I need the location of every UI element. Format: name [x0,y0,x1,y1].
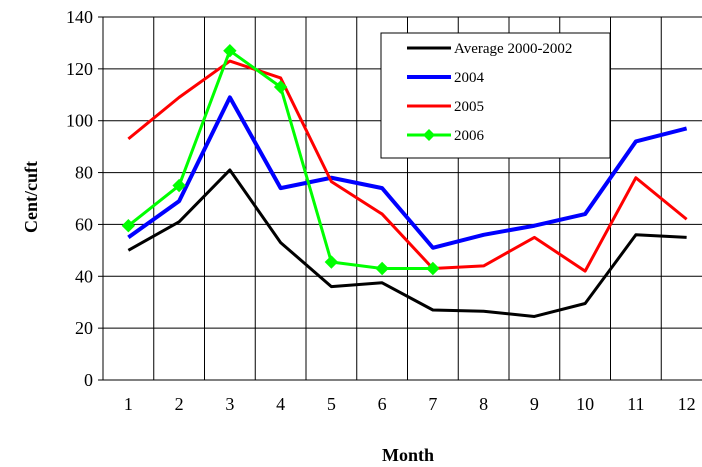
x-tick-label: 6 [378,394,387,414]
y-axis-title: Cent/cuft [21,161,41,233]
x-tick-labels: 1 2 3 4 5 6 7 8 9 10 11 12 [124,394,696,414]
legend-box [380,32,611,159]
data-point-2006 [426,261,440,276]
legend-label-2006: 2006 [454,128,485,144]
series-lines [121,44,688,318]
series-line-2005 [127,59,688,273]
x-tick-label: 9 [530,394,539,414]
y-tick-label: 120 [66,59,93,79]
x-tick-label: 7 [428,394,437,414]
x-tick-label: 8 [479,394,488,414]
x-tick-label: 2 [175,394,184,414]
data-point-2006 [273,80,288,94]
x-tick-label: 12 [678,394,696,414]
data-point-2006 [172,178,186,193]
legend-label-2005: 2005 [454,99,484,115]
y-tick-label: 20 [75,318,93,338]
x-axis-title: Month [382,445,434,465]
x-tick-label: 10 [576,394,594,414]
series-line-2004 [127,95,688,250]
x-tick-label: 11 [627,394,644,414]
y-tick-label: 40 [75,266,93,286]
data-point-2006 [324,255,339,269]
series-line-average-2000-2002 [127,168,687,318]
legend: Average 2000-2002 2004 2005 2006 [380,32,611,159]
x-tick-label: 5 [327,394,336,414]
y-tick-labels: 0 20 40 60 80 100 120 140 [66,7,93,390]
data-point-2006 [375,261,389,276]
x-tick-label: 3 [225,394,234,414]
x-tick-label: 1 [124,394,133,414]
y-tick-label: 140 [66,7,93,27]
legend-label-2004: 2004 [454,70,485,86]
y-tick-label: 100 [66,111,93,131]
y-tick-label: 80 [75,163,93,183]
legend-label-average-2000-2002: Average 2000-2002 [454,41,572,57]
y-tick-label: 0 [84,370,93,390]
x-tick-label: 4 [276,394,285,414]
data-point-2006 [223,44,237,58]
y-tick-label: 60 [75,214,93,234]
legend-marker-2006 [423,129,435,141]
data-point-2006 [121,219,136,233]
